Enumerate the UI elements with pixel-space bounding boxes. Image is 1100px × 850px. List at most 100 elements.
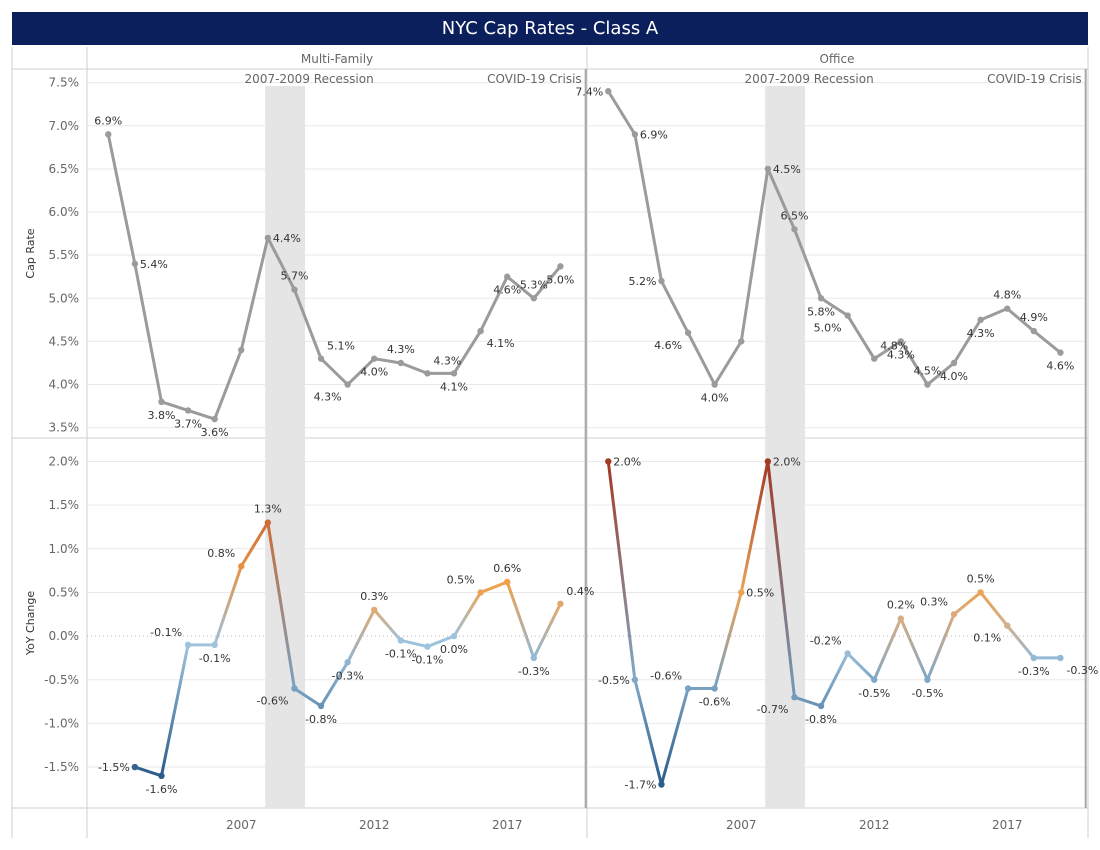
cap-rate-multi-family-point [184,407,192,414]
yoy-change-multi-family-point [477,589,484,596]
yoy-change-office-data-label: -0.7% [757,703,789,716]
y-tick-label: 1.0% [49,542,80,556]
cap-rate-office-data-label: 4.6% [1046,360,1074,373]
dashboard-title-text: NYC Cap Rates - Class A [441,18,659,39]
x-tick-label: 2012 [359,818,390,832]
y-tick-label: 4.5% [49,334,80,348]
cap-rate-office-segment [633,132,663,283]
yoy-change-multi-family-segment [425,634,456,649]
yoy-change-multi-family-data-label: -0.1% [385,647,417,660]
cap-rate-multi-family-point [105,131,112,138]
y-axis-title: YoY Change [24,591,37,657]
y-tick-label: 0.0% [49,629,80,643]
yoy-change-office-data-label: -0.5% [911,687,943,700]
cap-rate-multi-family-point [131,260,139,267]
cap-rate-multi-family-point [424,370,431,377]
cap-rate-office-point [1030,327,1038,335]
cap-rate-office-data-label: 6.9% [640,128,668,141]
yoy-change-office-point [924,676,931,683]
cap-rate-office-segment [606,89,637,136]
cap-rate-office-data-label: 4.9% [1020,311,1048,324]
yoy-change-office-data-label: 0.2% [887,599,915,612]
yoy-change-office-segment [925,612,956,682]
cap-rate-office-data-label: 4.8% [880,340,908,353]
cap-rate-office-segment [792,227,823,300]
cap-rate-multi-family-data-label: 4.4% [273,232,301,245]
cap-rate-office-point [871,355,878,362]
cap-rate-multi-family-data-label: 3.7% [174,417,202,430]
cap-rate-office-point [711,381,718,388]
cap-rate-office-point [658,277,665,285]
cap-rate-office-segment [766,167,796,231]
yoy-change-multi-family-data-label: -0.3% [518,665,550,678]
yoy-change-office-data-label: 0.1% [973,632,1001,645]
y-tick-label: 3.5% [49,421,80,435]
y-tick-label: -1.5% [44,760,79,774]
yoy-change-multi-family-data-label: 0.3% [360,590,388,603]
yoy-change-office-data-label: 2.0% [773,455,801,468]
yoy-change-multi-family-data-label: 1.3% [254,503,282,516]
yoy-change-multi-family-segment [213,564,243,647]
yoy-change-multi-family-data-label: -1.5% [98,761,130,774]
yoy-change-multi-family-data-label: 0.4% [566,585,594,598]
y-tick-label: 5.0% [49,291,80,305]
cap-rate-office-segment [1032,329,1062,355]
y-tick-label: 6.5% [49,162,80,176]
yoy-change-multi-family-point [184,641,192,649]
yoy-change-office-segment [792,695,823,708]
cap-rate-office-segment [659,279,690,335]
yoy-change-office-data-label: -0.3% [1018,665,1050,678]
cap-rate-multi-family-segment [372,357,403,365]
cap-rate-multi-family-segment [346,357,376,387]
yoy-change-multi-family-data-label: -0.3% [332,669,364,682]
yoy-change-office-point [871,676,878,683]
yoy-change-multi-family-data-label: -0.8% [305,713,337,726]
cap-rate-multi-family-point [371,355,378,362]
cap-rate-office-data-label: 4.6% [654,339,682,352]
yoy-change-multi-family-data-label: -0.1% [199,652,231,665]
cap-rate-office-segment [979,307,1009,322]
yoy-change-office-point [950,611,958,618]
x-tick-label: 2007 [726,818,757,832]
yoy-change-office-segment [633,678,663,787]
yoy-change-office-segment [766,459,796,699]
cap-rate-multi-family-segment [159,400,190,412]
yoy-change-office-point [738,589,745,596]
yoy-change-multi-family-point [317,702,325,710]
cap-rate-office-data-label: 4.0% [701,392,729,405]
yoy-change-office-point [844,650,851,657]
yoy-change-multi-family-segment [133,765,163,778]
cap-rate-office-point [631,131,639,138]
cap-rate-office-data-label: 4.8% [993,289,1021,302]
recession-label: 2007-2009 Recession [745,72,874,86]
cap-rate-multi-family-segment [133,262,163,404]
cap-rate-office-data-label: 4.0% [940,370,968,383]
yoy-change-office-data-label: -0.2% [810,635,842,648]
cap-rate-office-segment [872,339,903,361]
cap-rate-multi-family-point [344,381,351,388]
yoy-change-office-data-label: 0.5% [746,586,774,599]
yoy-change-office-point [658,781,665,788]
cap-rate-multi-family-data-label: 4.0% [360,366,388,379]
cap-rate-multi-family-data-label: 3.8% [147,409,175,422]
cap-rate-multi-family-data-label: 4.3% [433,354,461,367]
cap-rate-office-point [1004,305,1011,312]
covid-label: COVID-19 Crisis [487,72,582,86]
y-axis-title: Cap Rate [24,228,37,278]
cap-rate-office-segment [952,318,983,365]
cap-rate-multi-family-segment [452,329,483,375]
cap-rate-multi-family-segment [532,264,562,300]
yoy-change-office-point [1004,622,1011,629]
cap-rate-multi-family-data-label: 4.3% [314,391,342,404]
cap-rate-multi-family-data-label: 4.1% [487,337,515,350]
cap-rate-multi-family-data-label: 6.9% [94,114,122,127]
yoy-change-multi-family-point [211,641,218,649]
y-tick-label: 2.0% [49,454,80,468]
cap-rate-multi-family-point [238,346,245,354]
x-tick-label: 2007 [226,818,257,832]
cap-rate-multi-family-segment [213,348,243,421]
yoy-change-multi-family-data-label: -0.1% [150,626,182,639]
yoy-change-office-segment [659,686,690,787]
column-header-office: Office [819,52,854,66]
yoy-change-multi-family-data-label: 0.0% [440,643,468,656]
